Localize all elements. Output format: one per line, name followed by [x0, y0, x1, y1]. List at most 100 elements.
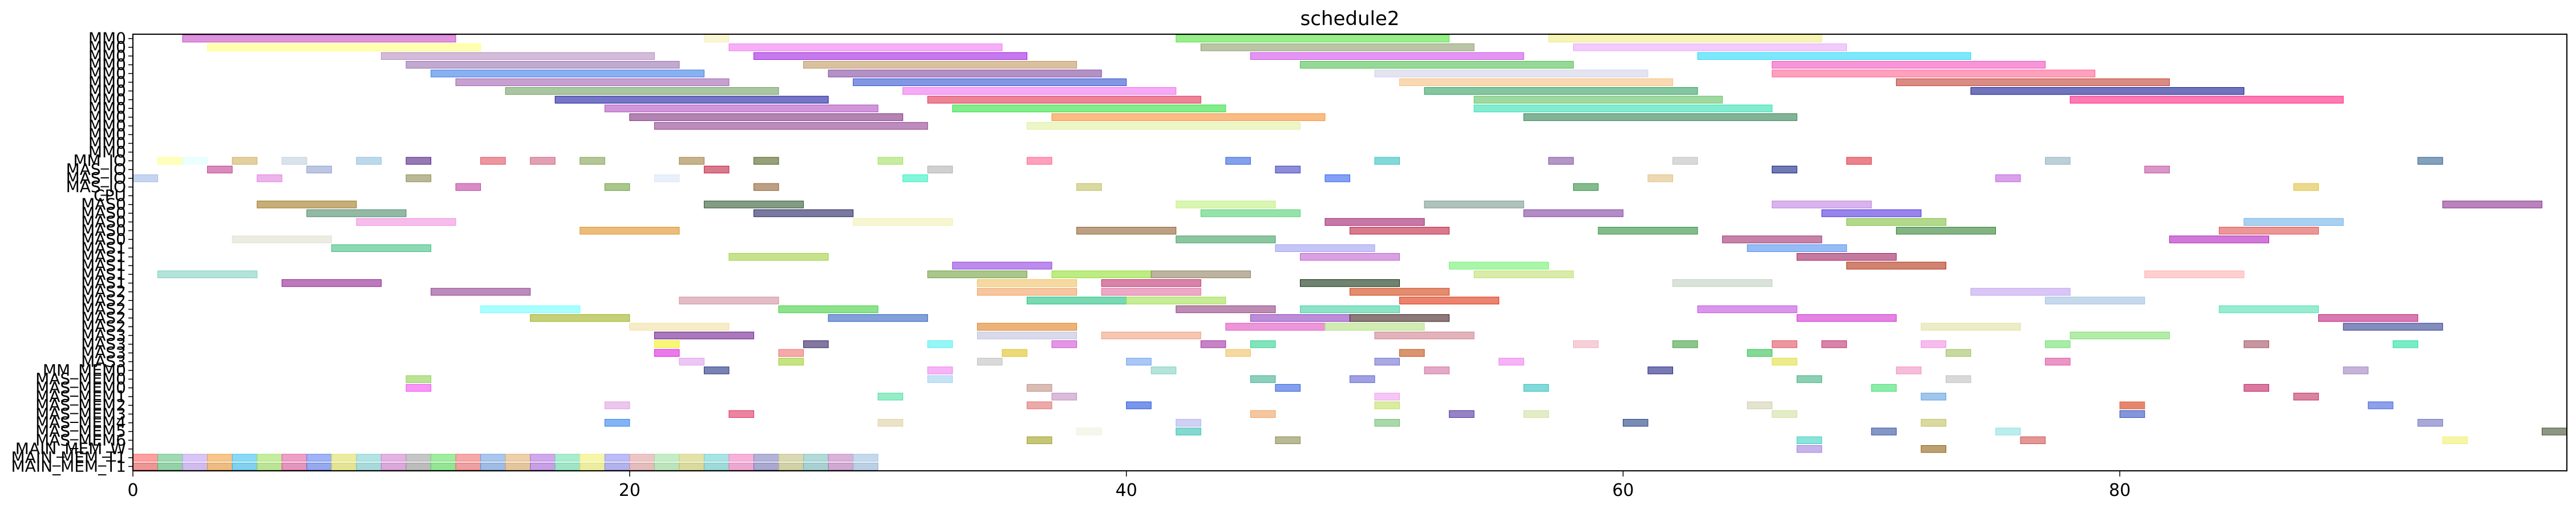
task-bar: [1399, 78, 1674, 86]
task-bar: [629, 462, 655, 470]
task-bar: [554, 454, 581, 462]
task-bar: [1473, 104, 1773, 112]
task-bar: [406, 157, 431, 165]
task-bar: [2218, 305, 2319, 314]
task-bar: [778, 462, 804, 470]
y-tick-label: MAS0: [81, 230, 126, 249]
task-bar: [1697, 305, 1797, 314]
y-tick-label: MAS1: [81, 274, 126, 292]
task-bar: [1051, 270, 1152, 278]
task-bar: [977, 288, 1078, 296]
task-bar: [480, 462, 506, 470]
task-bar: [654, 454, 680, 462]
task-bar: [754, 209, 854, 217]
y-tick-label: MAS_MEM6: [35, 430, 126, 449]
task-bar: [604, 454, 630, 462]
task-bar: [1151, 270, 1251, 278]
task-bar: [679, 296, 779, 304]
task-bar: [2318, 314, 2419, 322]
task-bar: [1250, 52, 1524, 60]
task-bar: [679, 157, 704, 165]
task-bar: [1796, 253, 1897, 261]
task-bar: [1697, 52, 1971, 60]
task-bar: [1895, 78, 2170, 86]
task-bar: [1200, 340, 1226, 348]
task-bar: [927, 367, 953, 374]
y-tick-label: MM0: [88, 29, 126, 48]
task-bar: [281, 462, 307, 470]
y-tick-label: MAS1: [81, 264, 126, 283]
task-bar: [1250, 410, 1276, 418]
task-bar: [356, 157, 382, 165]
task-bar: [505, 454, 531, 462]
task-bar: [927, 165, 953, 174]
task-bar: [927, 375, 953, 383]
task-bar: [1176, 35, 1450, 43]
task-bar: [1250, 314, 1350, 322]
task-bar: [1573, 340, 1599, 348]
task-bar: [2392, 340, 2419, 348]
task-bar: [1026, 436, 1052, 445]
task-bar: [1548, 157, 1574, 165]
task-bar: [406, 462, 431, 470]
task-bar: [629, 113, 904, 121]
y-tick-label: MAS_IO: [66, 177, 126, 196]
task-bar: [1200, 209, 1301, 217]
task-bar: [2045, 340, 2071, 348]
task-bar: [1200, 43, 1475, 51]
task-bar: [1051, 340, 1078, 348]
task-bar: [1647, 367, 1674, 374]
y-tick-label: MAIN_MEM_T1: [11, 457, 126, 475]
y-tick-label: MAS3: [81, 352, 126, 371]
task-bar: [1846, 218, 1946, 226]
y-tick-label: MAS_MEM0: [35, 378, 126, 397]
task-bar: [803, 60, 1078, 69]
task-bar: [1772, 201, 1872, 209]
task-bar: [2417, 419, 2443, 427]
task-bar: [554, 462, 581, 470]
task-bar: [580, 454, 605, 462]
task-bar: [1473, 96, 1723, 104]
task-bar: [778, 305, 878, 314]
task-bar: [2442, 436, 2468, 445]
task-bar: [2417, 157, 2443, 165]
x-tick-label: 40: [1116, 481, 1137, 500]
task-bar: [1772, 357, 1797, 366]
task-bar: [257, 201, 357, 209]
task-bar: [1176, 419, 1201, 427]
task-bar: [406, 384, 431, 392]
task-bar: [1821, 340, 1847, 348]
task-bar: [1250, 375, 1276, 383]
task-bar: [1176, 201, 1276, 209]
task-bar: [1374, 393, 1400, 401]
y-tick-label: MM0: [88, 99, 126, 117]
task-bar: [778, 454, 804, 462]
task-bar: [406, 375, 431, 383]
task-bar: [754, 183, 779, 191]
task-bar: [306, 209, 407, 217]
task-bar: [1523, 113, 1797, 121]
task-bar: [306, 462, 332, 470]
task-bar: [604, 462, 630, 470]
chart-title: schedule2: [1300, 7, 1399, 30]
task-bar: [754, 52, 1027, 60]
task-bar: [1051, 113, 1326, 121]
task-bar: [331, 462, 357, 470]
task-bar: [2020, 436, 2046, 445]
task-bar: [1026, 384, 1052, 392]
task-bar: [1299, 305, 1400, 314]
task-bar: [1995, 174, 2021, 182]
task-bar: [1374, 331, 1475, 340]
task-bar: [1871, 384, 1897, 392]
task-bar: [257, 462, 282, 470]
task-bar: [877, 393, 904, 401]
task-bar: [1895, 227, 1996, 235]
task-bar: [182, 35, 456, 43]
task-bar: [455, 78, 730, 86]
y-tick-label: MAS0: [81, 212, 126, 231]
y-tick-label: MAS_IO: [66, 160, 126, 178]
bars-layer: [132, 35, 2567, 470]
task-bar: [356, 462, 382, 470]
task-bar: [1374, 70, 1649, 78]
task-bar: [1275, 384, 1301, 392]
